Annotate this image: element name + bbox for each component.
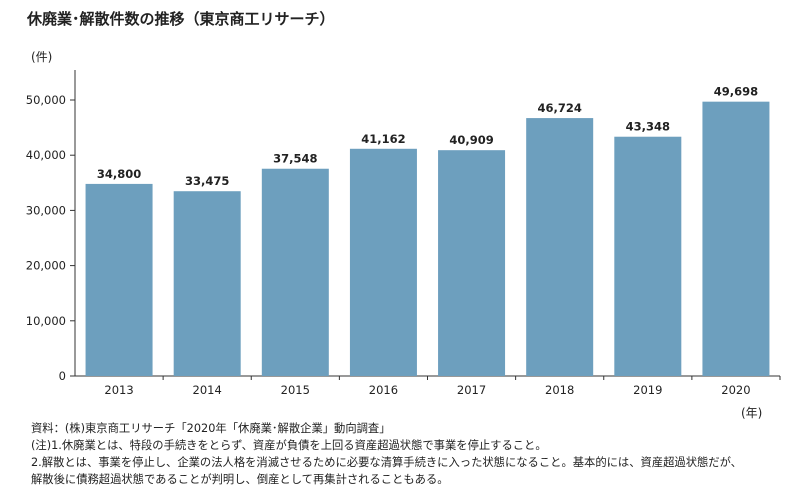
bar-2018 (526, 118, 594, 376)
y-tick-label: 40,000 (26, 148, 66, 162)
bar-2017 (438, 150, 506, 376)
data-label: 37,548 (273, 152, 317, 166)
x-tick-label: 2013 (104, 383, 133, 397)
source-note: 資料：(株)東京商工リサーチ「2020年「休廃業･解散企業」動向調査」 (31, 422, 391, 435)
data-label: 33,475 (185, 174, 229, 188)
data-label: 49,698 (714, 85, 758, 99)
footnote-2-cont: 解散後に債務超過状態であることが判明し、倒産として再集計されることもある。 (31, 473, 449, 486)
data-label: 43,348 (626, 120, 670, 134)
data-label: 34,800 (97, 167, 141, 181)
y-tick-label: 10,000 (26, 314, 66, 328)
data-label: 46,724 (537, 101, 581, 115)
bar-2014 (173, 191, 241, 376)
x-tick-label: 2017 (457, 383, 486, 397)
bar-2020 (702, 101, 770, 376)
x-tick-label: 2019 (633, 383, 662, 397)
footnote-2: 2.解散とは、事業を停止し、企業の法人格を消滅させるために必要な清算手続きに入っ… (31, 456, 742, 469)
y-axis-unit: (件) (31, 50, 53, 64)
data-label: 41,162 (361, 132, 405, 146)
y-tick-label: 20,000 (26, 259, 66, 273)
x-tick-label: 2015 (281, 383, 310, 397)
y-tick-label: 0 (59, 369, 66, 383)
bar-2013 (85, 183, 153, 376)
bar-2015 (261, 168, 329, 376)
x-tick-label: 2020 (721, 383, 750, 397)
x-tick-label: 2018 (545, 383, 574, 397)
x-axis-unit: (年) (741, 406, 763, 420)
x-tick-label: 2014 (193, 383, 222, 397)
data-label: 40,909 (449, 133, 493, 147)
y-tick-label: 50,000 (26, 93, 66, 107)
y-tick-label: 30,000 (26, 203, 66, 217)
x-tick-label: 2016 (369, 383, 398, 397)
bar-chart: 0 10,000 20,000 30,000 40,000 50,000 34,800 201… (26, 70, 781, 397)
chart-title: 休廃業･解散件数の推移（東京商工リサーチ） (27, 10, 335, 28)
footnote-1: (注)1.休廃業とは、特段の手続きをとらず、資産が負債を上回る資産超過状態で事業… (31, 439, 547, 452)
bar-2019 (614, 136, 682, 376)
notes: 資料：(株)東京商工リサーチ「2020年「休廃業･解散企業」動向調査」 (注)1… (31, 420, 742, 488)
bar-2016 (349, 148, 417, 376)
